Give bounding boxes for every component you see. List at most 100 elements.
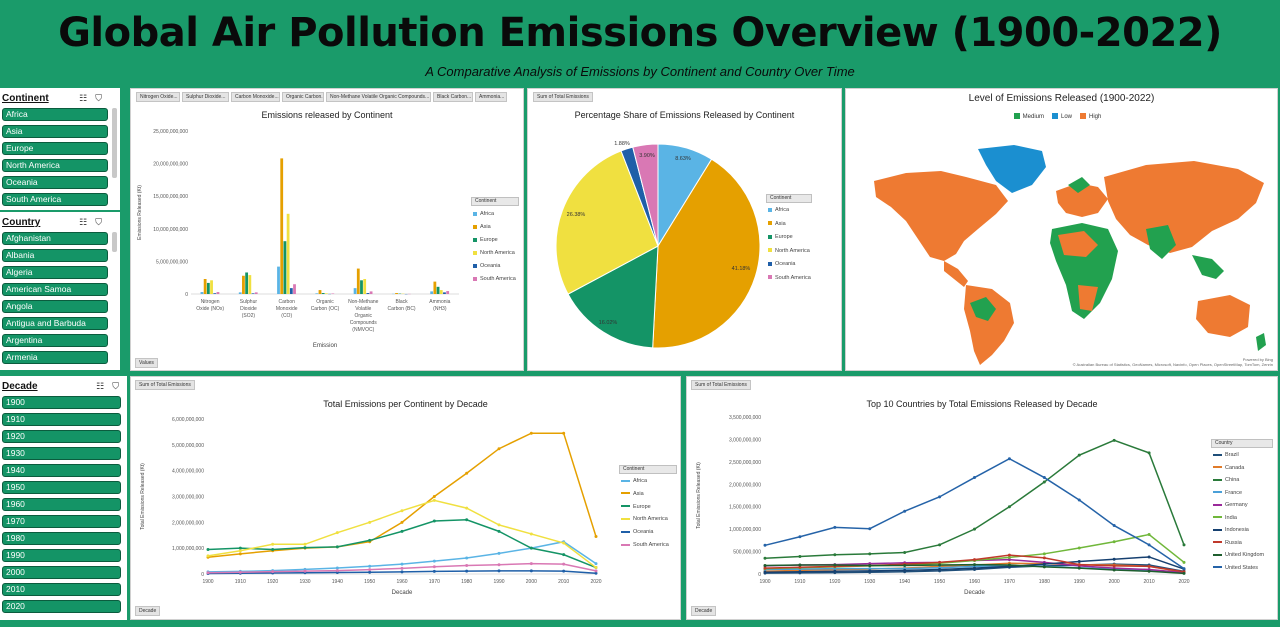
data-point[interactable]	[1042, 480, 1046, 484]
data-point[interactable]	[868, 567, 872, 571]
bar[interactable]	[325, 293, 328, 294]
line1-sum-field-button[interactable]: Sum of Total Emissions	[135, 380, 195, 390]
data-point[interactable]	[594, 562, 598, 566]
data-point[interactable]	[1182, 567, 1186, 571]
data-point[interactable]	[1007, 555, 1011, 559]
data-point[interactable]	[271, 570, 275, 574]
data-point[interactable]	[206, 547, 210, 551]
decade-slicer-item[interactable]: 2020	[2, 600, 121, 613]
bar[interactable]	[213, 293, 217, 294]
continent-scrollbar[interactable]	[112, 108, 117, 178]
data-point[interactable]	[562, 569, 566, 573]
data-point[interactable]	[1077, 566, 1081, 570]
data-point[interactable]	[497, 569, 501, 573]
bar[interactable]	[315, 293, 319, 294]
data-point[interactable]	[763, 566, 767, 570]
data-point[interactable]	[1007, 558, 1011, 562]
pollutant-filter-button[interactable]: Nitrogen Oxide...	[136, 92, 180, 102]
country-slicer-item[interactable]: Afghanistan	[2, 232, 108, 245]
data-point[interactable]	[1007, 553, 1011, 557]
pollutant-filter-button[interactable]: Organic Carbon...	[282, 92, 324, 102]
country-slicer-item[interactable]: Algeria	[2, 266, 108, 279]
data-point[interactable]	[1182, 571, 1186, 575]
data-point[interactable]	[562, 553, 566, 557]
data-point[interactable]	[529, 562, 533, 566]
data-point[interactable]	[833, 553, 837, 557]
pie-sum-field-button[interactable]: Sum of Total Emissions	[533, 92, 593, 102]
data-point[interactable]	[465, 563, 469, 567]
data-point[interactable]	[400, 529, 404, 533]
bar[interactable]	[277, 266, 280, 294]
data-point[interactable]	[335, 566, 339, 570]
data-point[interactable]	[497, 447, 501, 451]
data-point[interactable]	[465, 471, 469, 475]
decade-slicer-item[interactable]: 2000	[2, 566, 121, 579]
data-point[interactable]	[1077, 563, 1081, 567]
data-point[interactable]	[798, 535, 802, 539]
multi-select-icon[interactable]: ☷	[79, 217, 88, 227]
data-point[interactable]	[303, 546, 307, 550]
pie-slice[interactable]	[652, 158, 761, 349]
data-point[interactable]	[763, 543, 767, 547]
decade-slicer-item[interactable]: 1930	[2, 447, 121, 460]
continent-slicer-item[interactable]: Africa	[2, 108, 108, 121]
bar[interactable]	[206, 282, 210, 294]
decade-slicer-item[interactable]: 1950	[2, 481, 121, 494]
bar[interactable]	[436, 286, 440, 294]
data-point[interactable]	[497, 551, 501, 555]
decade-slicer-item[interactable]: 1920	[2, 430, 121, 443]
pie-slice[interactable]	[555, 150, 659, 295]
bar[interactable]	[318, 290, 322, 294]
data-point[interactable]	[973, 566, 976, 570]
line2-sum-field-button[interactable]: Sum of Total Emissions	[691, 380, 751, 390]
data-point[interactable]	[400, 566, 404, 570]
values-field-button[interactable]: Values	[135, 358, 158, 368]
data-point[interactable]	[368, 564, 372, 568]
data-point[interactable]	[238, 549, 242, 553]
decade-slicer-item[interactable]: 1960	[2, 498, 121, 511]
data-point[interactable]	[562, 541, 566, 545]
data-point[interactable]	[529, 546, 533, 550]
data-point[interactable]	[833, 525, 837, 529]
bar[interactable]	[439, 290, 443, 294]
data-point[interactable]	[594, 569, 598, 573]
data-point[interactable]	[798, 570, 802, 574]
data-point[interactable]	[798, 563, 802, 567]
data-point[interactable]	[529, 569, 533, 573]
bar[interactable]	[433, 281, 437, 294]
data-point[interactable]	[833, 563, 837, 567]
continent-slicer-item[interactable]: North America	[2, 159, 108, 172]
bar[interactable]	[353, 288, 357, 294]
data-point[interactable]	[562, 562, 566, 566]
clear-filter-icon[interactable]: ⛉	[95, 93, 102, 103]
pollutant-filter-button[interactable]: Sulphur Dioxide...	[182, 92, 229, 102]
decade-slicer-item[interactable]: 1940	[2, 464, 121, 477]
data-point[interactable]	[432, 569, 436, 573]
country-scrollbar[interactable]	[112, 232, 117, 252]
data-point[interactable]	[1147, 555, 1151, 559]
bar[interactable]	[395, 293, 398, 294]
data-point[interactable]	[497, 563, 501, 567]
data-point[interactable]	[465, 569, 469, 573]
data-point[interactable]	[1042, 552, 1046, 556]
clear-filter-icon[interactable]: ⛉	[112, 381, 119, 391]
bar[interactable]	[443, 292, 446, 294]
data-point[interactable]	[763, 556, 767, 560]
bar[interactable]	[248, 275, 252, 294]
data-point[interactable]	[1007, 563, 1011, 567]
data-point[interactable]	[465, 556, 469, 560]
country-slicer-item[interactable]: Angola	[2, 300, 108, 313]
bar[interactable]	[242, 275, 245, 294]
multi-select-icon[interactable]: ☷	[96, 381, 105, 391]
data-point[interactable]	[868, 569, 872, 573]
bar[interactable]	[366, 293, 370, 294]
data-point[interactable]	[763, 570, 767, 574]
continent-slicer-item[interactable]: South America	[2, 193, 108, 206]
line2-decade-field-button[interactable]: Decade	[691, 606, 717, 616]
data-point[interactable]	[206, 554, 210, 558]
data-point[interactable]	[1007, 457, 1011, 461]
multi-select-icon[interactable]: ☷	[79, 93, 88, 103]
bar[interactable]	[245, 272, 249, 294]
bar[interactable]	[283, 241, 287, 294]
bar[interactable]	[238, 292, 242, 294]
